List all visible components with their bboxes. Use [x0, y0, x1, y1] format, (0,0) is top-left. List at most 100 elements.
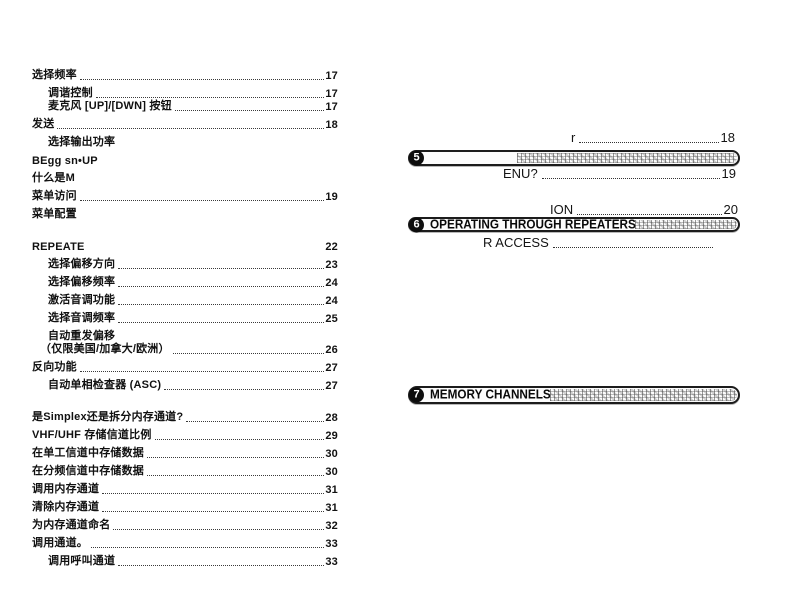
toc-entry[interactable]: 选择输出功率 — [32, 135, 338, 149]
toc-entry[interactable]: 清除内存通道 31 — [32, 500, 338, 514]
toc-entry[interactable]: （仅限美国/加拿大/欧洲） 26 — [32, 342, 338, 356]
toc-entry-label: 菜单配置 — [32, 208, 77, 220]
toc-entry-label: 麦克风 [UP]/[DWN] 按钮 — [48, 100, 172, 112]
dotted-leader — [577, 214, 722, 215]
halftone-texture — [550, 389, 737, 401]
section-number-badge: 6 — [409, 217, 424, 232]
toc-page-number: 18 — [720, 130, 735, 145]
dotted-leader — [57, 128, 325, 129]
dotted-leader — [174, 110, 325, 111]
toc-page-number: 30 — [325, 448, 338, 460]
section-title: OPERATING THROUGH REPEATERS — [430, 216, 636, 231]
toc-page-number: 24 — [325, 277, 338, 289]
toc-entry[interactable]: 麦克风 [UP]/[DWN] 按钮 17 — [32, 99, 338, 113]
toc-entry[interactable]: 发送 18 — [32, 117, 338, 131]
dotted-leader — [118, 322, 325, 323]
toc-page-number: 23 — [325, 259, 338, 271]
section-number-badge: 7 — [409, 387, 424, 403]
dotted-leader — [154, 439, 325, 440]
toc-page-number: 17 — [325, 88, 338, 100]
toc-entry[interactable]: 调用呼叫通道 33 — [32, 554, 338, 568]
toc-entry-label: r — [571, 130, 576, 145]
toc-entry[interactable]: 选择频率 17 — [32, 68, 338, 82]
toc-entry-label: 调用呼叫通道 — [48, 555, 116, 567]
toc-page-number: 32 — [325, 520, 338, 532]
dotted-leader — [147, 475, 325, 476]
toc-entry-label: 什么是M — [32, 172, 75, 184]
toc-entry[interactable]: BEgg sn•UP — [32, 153, 338, 167]
dotted-leader — [118, 565, 325, 566]
toc-page-number: 27 — [325, 362, 338, 374]
section-banner-memory-channels: 7 MEMORY CHANNELS — [408, 386, 740, 404]
toc-entry-label: 选择输出功率 — [48, 136, 116, 148]
toc-page-number: 31 — [325, 502, 338, 514]
toc-page-number: 33 — [325, 556, 338, 568]
toc-entry-label: （仅限美国/加拿大/欧洲） — [40, 343, 170, 355]
dotted-leader — [79, 200, 325, 201]
toc-entry[interactable]: 自动重发偏移 — [32, 329, 338, 343]
section-banner-operating-through-repeaters: 6 OPERATING THROUGH REPEATERS — [408, 217, 740, 232]
toc-entry-label: 为内存通道命名 — [32, 519, 111, 531]
toc-entry[interactable]: VHF/UHF 存储信道比例 29 — [32, 428, 338, 442]
toc-entry[interactable]: 选择偏移频率 24 — [32, 275, 338, 289]
toc-entry[interactable]: 反向功能 27 — [32, 360, 338, 374]
dotted-leader — [164, 389, 325, 390]
dotted-leader — [102, 493, 325, 494]
toc-entry-label: BEgg sn•UP — [32, 155, 98, 167]
toc-entry-label: 选择偏移频率 — [48, 276, 116, 288]
toc-entry-label: 发送 — [32, 118, 55, 130]
toc-entry[interactable]: REPEATE 22 — [32, 239, 338, 253]
dotted-leader — [118, 268, 325, 269]
toc-entry[interactable]: 激活音调功能 24 — [32, 293, 338, 307]
toc-entry[interactable]: 菜单配置 — [32, 207, 338, 221]
dotted-leader — [147, 457, 325, 458]
toc-page-number: 26 — [325, 344, 338, 356]
toc-page-number: 28 — [325, 412, 338, 424]
toc-entry-label: ION — [550, 202, 574, 217]
toc-entry[interactable]: 调用通道。 33 — [32, 536, 338, 550]
toc-page-number: 20 — [723, 202, 738, 217]
dotted-leader — [91, 547, 325, 548]
toc-entry-label: 反向功能 — [32, 361, 77, 373]
toc-page-number: 24 — [325, 295, 338, 307]
toc-entry-label: 自动单相检查器 (ASC) — [48, 379, 162, 391]
toc-entry[interactable]: 调用内存通道 31 — [32, 482, 338, 496]
section-banner-5: 5 — [408, 150, 740, 166]
toc-entry[interactable]: 调谐控制 17 — [32, 86, 338, 100]
toc-entry[interactable]: 是Simplex还是拆分内存通道? 28 — [32, 410, 338, 424]
toc-entry[interactable]: R ACCESS — [483, 235, 715, 250]
dotted-leader — [552, 247, 713, 248]
toc-entry-label: 在分频信道中存储数据 — [32, 465, 144, 477]
dotted-leader — [113, 529, 325, 530]
toc-page-number: 31 — [325, 484, 338, 496]
toc-entry-label: 选择频率 — [32, 69, 77, 81]
toc-entry[interactable]: 为内存通道命名 32 — [32, 518, 338, 532]
toc-entry[interactable]: ENU? 19 — [503, 166, 736, 181]
toc-entry-label: VHF/UHF 存储信道比例 — [32, 429, 152, 441]
toc-entry-label: 调用通道。 — [32, 537, 88, 549]
toc-entry[interactable]: 在分频信道中存储数据 30 — [32, 464, 338, 478]
toc-page-number: 17 — [325, 101, 338, 113]
toc-page-number: 25 — [325, 313, 338, 325]
toc-page-number: 19 — [721, 166, 736, 181]
toc-entry[interactable]: 选择偏移方向 23 — [32, 257, 338, 271]
toc-page-number: 17 — [325, 70, 338, 82]
toc-entry-label: 菜单访问 — [32, 190, 77, 202]
toc-entry[interactable]: 在单工信道中存储数据 30 — [32, 446, 338, 460]
toc-page-number: 30 — [325, 466, 338, 478]
toc-page-number: 18 — [325, 119, 338, 131]
toc-entry-label: 激活音调功能 — [48, 294, 116, 306]
toc-entry-label: 清除内存通道 — [32, 501, 100, 513]
toc-entry[interactable]: ION 20 — [550, 202, 738, 217]
toc-entry[interactable]: 自动单相检查器 (ASC) 27 — [32, 378, 338, 392]
dotted-leader — [95, 97, 325, 98]
toc-entry-label: 选择音调频率 — [48, 312, 116, 324]
toc-entry[interactable]: 什么是M — [32, 171, 338, 185]
toc-entry[interactable]: 菜单访问 19 — [32, 189, 338, 203]
toc-entry[interactable]: r 18 — [571, 130, 735, 145]
toc-entry-label: 调谐控制 — [48, 87, 93, 99]
toc-page-number: 22 — [325, 241, 338, 253]
toc-entry-label: 在单工信道中存储数据 — [32, 447, 144, 459]
dotted-leader — [102, 511, 325, 512]
toc-entry[interactable]: 选择音调频率 25 — [32, 311, 338, 325]
